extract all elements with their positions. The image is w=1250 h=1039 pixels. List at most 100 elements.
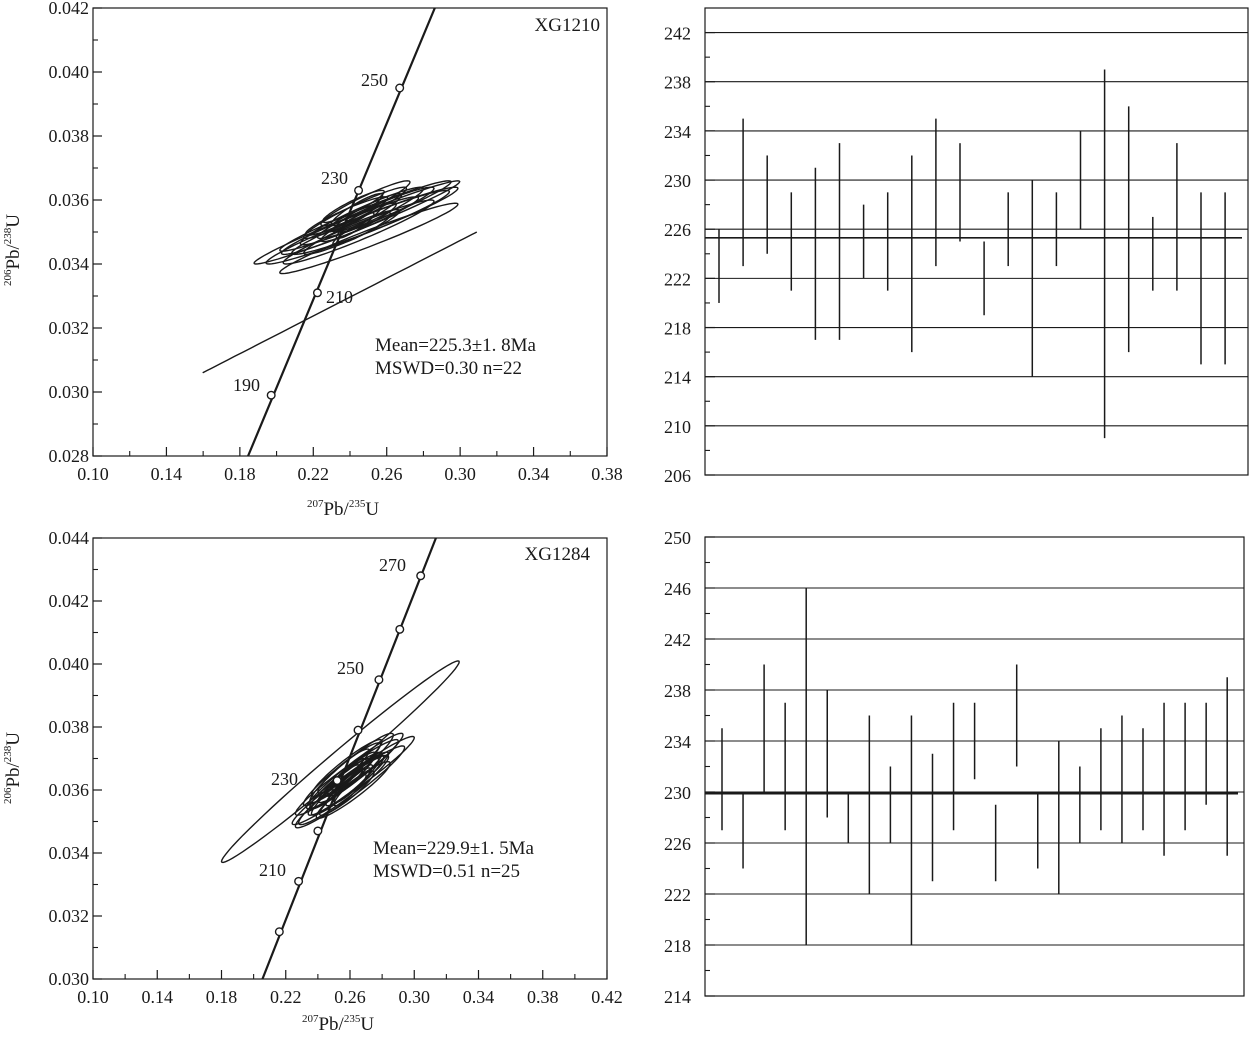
error-ellipse (297, 754, 390, 826)
y-tick-label: 222 (664, 885, 691, 905)
y-tick-label: 246 (664, 579, 691, 599)
y-tick-label: 206 (664, 466, 691, 486)
concordia-age-marker (374, 675, 384, 685)
y-tick-label: 250 (664, 528, 691, 548)
y-tick-label: 230 (664, 783, 691, 803)
concordia-age-marker (354, 185, 364, 195)
concordia-age-marker (266, 390, 276, 400)
error-ellipse (325, 205, 375, 233)
concordia-age-label-250: 250 (361, 70, 388, 90)
mean-age-text: Mean=225.3±1. 8Ma (375, 335, 537, 356)
y-tick-labels: 214 218 222 226 230 234 238 242 246 250 (664, 528, 691, 1007)
error-ellipse (321, 189, 386, 224)
mean-age-panel-xg1210: 206 210 214 218 222 226 230 234 238 242 (664, 7, 1249, 486)
y-axis-title: 206Pb/238U (2, 214, 24, 286)
error-ellipse (320, 202, 398, 243)
error-ellipses (220, 660, 460, 864)
concordia-age-marker (274, 927, 284, 937)
x-tick-label: 0.26 (371, 464, 403, 484)
y-tick-labels: 0.030 0.032 0.034 0.036 0.038 0.040 0.042 0.044 (49, 528, 90, 989)
error-ellipse (329, 757, 364, 791)
x-tick-labels: 0.10 0.14 0.18 0.22 0.26 0.30 0.34 0.38 0.42 (77, 987, 623, 1007)
axis-ticks (92, 537, 608, 980)
plot-frame (704, 7, 1249, 476)
y-tick-label: 226 (664, 220, 691, 240)
y-tick-label: 0.040 (49, 654, 90, 674)
axis-ticks (705, 31, 715, 476)
y-tick-label: 0.032 (49, 906, 90, 926)
y-tick-label: 210 (664, 417, 691, 437)
error-ellipse (220, 660, 460, 864)
x-tick-label: 0.38 (527, 987, 559, 1007)
error-ellipse (338, 205, 382, 233)
concordia-age-marker (353, 725, 363, 735)
error-ellipse (332, 192, 403, 233)
concordia-age-points (266, 83, 405, 400)
x-tick-label: 0.26 (334, 987, 366, 1007)
concordia-age-label-210: 210 (326, 287, 353, 307)
axis-ticks (705, 536, 715, 997)
y-tick-label: 0.042 (49, 591, 90, 611)
y-tick-label: 242 (664, 24, 691, 44)
grid-lines (705, 536, 1244, 946)
concordia-curve (247, 7, 436, 457)
concordia-age-marker (332, 776, 342, 786)
y-tick-label: 226 (664, 834, 691, 854)
y-tick-label: 0.034 (49, 843, 90, 863)
grid-lines (705, 32, 1248, 427)
x-tick-label: 0.14 (142, 987, 174, 1007)
x-tick-label: 0.34 (463, 987, 495, 1007)
y-tick-label: 238 (664, 681, 691, 701)
sample-label: XG1210 (535, 15, 600, 36)
y-tick-label: 0.030 (49, 969, 90, 989)
concordia-age-label-210: 210 (259, 860, 286, 880)
error-ellipse (202, 231, 478, 374)
concordia-age-label-190: 190 (233, 375, 260, 395)
error-ellipse (317, 748, 371, 794)
y-tick-label: 218 (664, 936, 691, 956)
x-tick-label: 0.34 (518, 464, 550, 484)
y-tick-label: 0.030 (49, 382, 90, 402)
y-tick-label: 214 (664, 987, 691, 1007)
concordia-age-label-270: 270 (379, 555, 406, 575)
y-tick-labels: 0.028 0.030 0.032 0.034 0.036 0.038 0.040 0.042 (49, 0, 90, 466)
x-tick-label: 0.14 (151, 464, 183, 484)
concordia-age-marker (416, 571, 426, 581)
y-tick-label: 0.036 (49, 190, 90, 210)
mean-age-panel-xg1284: 214 218 222 226 230 234 238 242 246 250 (664, 528, 1245, 1007)
x-tick-label: 0.42 (591, 987, 623, 1007)
sample-label: XG1284 (525, 544, 591, 565)
x-tick-label: 0.38 (591, 464, 623, 484)
x-axis-title: 207Pb/235U (307, 498, 379, 520)
x-tick-label: 0.22 (298, 464, 330, 484)
y-tick-label: 0.036 (49, 780, 90, 800)
y-tick-label: 230 (664, 171, 691, 191)
x-tick-label: 0.30 (399, 987, 431, 1007)
error-ellipse (333, 767, 364, 794)
axis-ticks (92, 7, 608, 457)
concordia-age-marker (313, 826, 323, 836)
y-tick-label: 0.042 (49, 0, 90, 18)
y-tick-label: 0.040 (49, 62, 90, 82)
y-tick-label: 238 (664, 73, 691, 93)
y-tick-label: 214 (664, 368, 691, 388)
mean-age-text: Mean=229.9±1. 5Ma (373, 838, 535, 859)
y-tick-label: 222 (664, 269, 691, 289)
error-ellipse (294, 745, 406, 829)
error-ellipse (253, 180, 461, 265)
y-tick-label: 0.044 (49, 528, 90, 548)
error-ellipse (335, 212, 375, 240)
concordia-age-marker (395, 624, 405, 634)
x-tick-label: 0.18 (206, 987, 238, 1007)
concordia-age-label-230: 230 (321, 168, 348, 188)
x-tick-label: 0.10 (77, 464, 109, 484)
concordia-age-points (274, 571, 426, 937)
concordia-age-marker (294, 876, 304, 886)
y-tick-label: 218 (664, 319, 691, 339)
y-tick-label: 0.038 (49, 717, 90, 737)
y-tick-label: 242 (664, 630, 691, 650)
x-tick-label: 0.10 (77, 987, 109, 1007)
x-tick-label: 0.22 (270, 987, 302, 1007)
error-ellipse (323, 764, 361, 797)
